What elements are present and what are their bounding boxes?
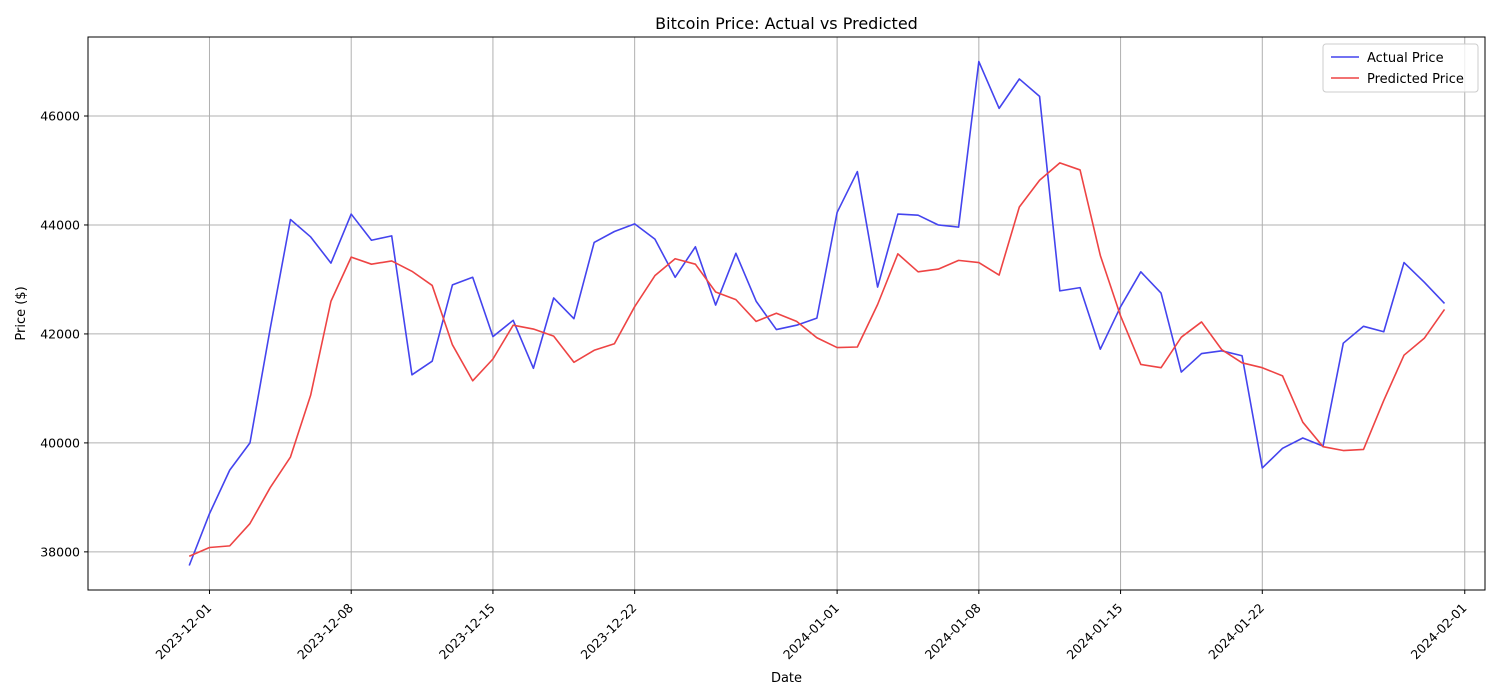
- x-tick-label: 2024-01-15: [1063, 600, 1125, 662]
- legend-label: Actual Price: [1367, 51, 1444, 66]
- x-tick-label: 2023-12-08: [294, 600, 356, 662]
- x-tick-label: 2023-12-22: [578, 600, 640, 662]
- grid: [88, 37, 1485, 590]
- y-tick-label: 46000: [40, 109, 80, 124]
- x-tick-label: 2024-01-01: [780, 600, 842, 662]
- y-tick-label: 38000: [40, 544, 80, 559]
- legend-label: Predicted Price: [1367, 72, 1464, 87]
- y-axis-title: Price ($): [14, 286, 29, 340]
- x-tick-label: 2023-12-15: [436, 600, 498, 662]
- y-axis: 38000 40000 42000 44000 46000: [40, 109, 88, 559]
- x-tick-label: 2024-01-08: [922, 600, 984, 662]
- legend-box: [1322, 43, 1479, 93]
- x-tick-label: 2024-01-22: [1205, 600, 1267, 662]
- y-tick-label: 42000: [40, 326, 80, 341]
- chart-title: Bitcoin Price: Actual vs Predicted: [655, 14, 918, 33]
- y-tick-label: 44000: [40, 217, 80, 232]
- series-line: [188, 162, 1446, 557]
- y-tick-label: 40000: [40, 435, 80, 450]
- series-line: [188, 60, 1446, 566]
- x-axis-title: Date: [771, 671, 802, 686]
- x-tick-label: 2024-02-01: [1408, 600, 1470, 662]
- legend: Actual Price Predicted Price: [1322, 43, 1479, 93]
- x-tick-label: 2023-12-01: [152, 600, 214, 662]
- series-lines: [188, 60, 1446, 566]
- x-axis: 2023-12-01 2023-12-08 2023-12-15 2023-12-22…: [152, 590, 1470, 662]
- plot-area: [87, 36, 1486, 591]
